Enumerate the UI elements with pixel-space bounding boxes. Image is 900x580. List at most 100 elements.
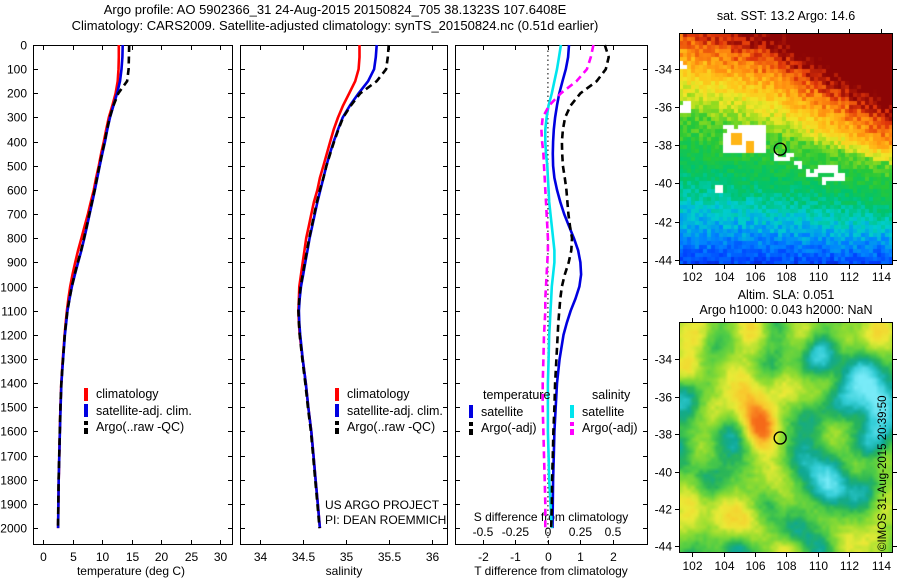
climatology-line-swatch <box>335 387 339 401</box>
legend-label: climatology <box>347 387 410 401</box>
depth-tick-label: 400 <box>7 136 27 150</box>
x-tick-label: 5 <box>70 550 77 564</box>
series-line-argo-raw-qc- <box>56 44 131 529</box>
map-lon-tick-label: 114 <box>872 270 891 284</box>
legend-label: satellite-adj. clim. <box>347 403 443 418</box>
map-frame <box>679 322 893 553</box>
x-tick-label: 1 <box>577 550 584 564</box>
difference-legend-salinity: salinity satellite Argo(-adj) <box>570 387 638 437</box>
map-lon-tick-label: 114 <box>872 559 891 573</box>
legend-item: satellite <box>469 404 550 421</box>
depth-tick-label: 1200 <box>0 329 27 343</box>
climatology-line-swatch <box>84 387 88 401</box>
x-tick-label: 20 <box>155 550 169 564</box>
legend-item: Argo(..raw -QC) <box>84 419 192 436</box>
map-lat-tick-label: -42 <box>655 503 673 517</box>
x-tick-label: 15 <box>126 550 140 564</box>
x-tick-label: 34 <box>254 550 268 564</box>
legend-label: satellite <box>481 404 524 419</box>
depth-tick-label: 300 <box>7 111 27 125</box>
satellite-t-swatch <box>469 405 473 419</box>
map-lat-tick-label: -34 <box>655 353 673 367</box>
sla-map-title-line2: Argo h1000: 0.043 h2000: NaN <box>699 303 872 317</box>
legend-label: Argo(..raw -QC) <box>347 420 436 434</box>
map-lat-tick-label: -44 <box>655 540 673 554</box>
depth-tick-label: 1100 <box>1 305 27 319</box>
legend-item: climatology <box>84 386 192 403</box>
map-lon-tick-label: 112 <box>840 270 859 284</box>
map-lon-tick-label: 102 <box>682 270 702 284</box>
satellite-adj-line-swatch <box>335 404 339 418</box>
legend-item: satellite-adj. clim. <box>335 403 443 420</box>
legend-item: satellite <box>570 404 638 421</box>
series-line-argo-t-diff-adj- <box>549 44 611 529</box>
sst-map-title: sat. SST: 13.2 Argo: 14.6 <box>717 9 855 23</box>
map-lat-tick-label: -36 <box>655 101 673 115</box>
plot-frame <box>33 45 233 545</box>
depth-tick-label: 1900 <box>0 498 27 512</box>
s-tick-label: 0.5 <box>605 525 622 539</box>
map-lon-tick-label: 102 <box>682 559 702 573</box>
legend-item: Argo(-adj) <box>570 420 638 437</box>
map-lat-tick-label: -42 <box>655 216 673 230</box>
depth-tick-label: 1300 <box>0 353 27 367</box>
depth-tick-label: 1400 <box>0 377 27 391</box>
map-lat-tick-label: -38 <box>655 428 673 442</box>
legend-item: satellite-adj. clim. <box>84 403 192 420</box>
map-lon-tick-label: 106 <box>745 270 765 284</box>
map-lat-tick-label: -40 <box>655 177 673 191</box>
depth-tick-label: 100 <box>7 63 27 77</box>
depth-tick-label: 1600 <box>0 425 27 439</box>
depth-tick-label: 600 <box>7 184 27 198</box>
salinity-xlabel: salinity <box>326 564 363 578</box>
legend-item: climatology <box>335 386 443 403</box>
map-lat-tick-label: -34 <box>655 63 673 77</box>
x-tick-label: 10 <box>96 550 110 564</box>
depth-tick-label: 2000 <box>0 522 27 536</box>
series-line-satellite-t-diff <box>551 44 583 529</box>
legend-label: satellite <box>582 404 625 419</box>
figure-title-line2: Climatology: CARS2009. Satellite-adjuste… <box>72 18 599 33</box>
map-lon-tick-label: 106 <box>745 559 765 573</box>
x-tick-label: 25 <box>185 550 199 564</box>
x-tick-label: -1 <box>510 550 521 564</box>
map-lat-tick-label: -44 <box>655 254 673 268</box>
x-tick-label: 34.5 <box>292 550 316 564</box>
series-line-climatology <box>297 45 361 529</box>
map-lon-tick-label: 108 <box>776 559 796 573</box>
map-lon-tick-label: 108 <box>776 270 796 284</box>
depth-tick-label: 1800 <box>0 474 27 488</box>
map-lat-tick-label: -38 <box>655 139 673 153</box>
argo-t-swatch <box>469 421 473 435</box>
depth-tick-label: 1500 <box>0 401 27 415</box>
depth-tick-label: 700 <box>7 208 27 222</box>
argo-line-swatch <box>84 420 88 434</box>
legend-label: Argo(-adj) <box>481 421 537 435</box>
depth-tick-label: 0 <box>20 39 27 53</box>
argo-float-marker <box>773 142 787 156</box>
series-line-argo-s-diff-adj- <box>540 44 595 529</box>
x-tick-label: 2 <box>610 550 617 564</box>
plot-frame <box>455 45 648 545</box>
depth-tick-label: 500 <box>7 160 27 174</box>
imos-watermark: ©IMOS 31-Aug-2015 20:39:50 <box>877 395 889 551</box>
x-tick-label: 36 <box>426 550 440 564</box>
series-line-satellite-adj-clim- <box>297 44 378 529</box>
legend-item: Argo(..raw -QC) <box>335 419 443 436</box>
argo-s-swatch <box>570 421 574 435</box>
x-tick-label: 30 <box>214 550 228 564</box>
t-difference-xlabel: T difference from climatology <box>474 564 628 578</box>
map-lon-tick-label: 112 <box>840 559 859 573</box>
depth-tick-label: 900 <box>7 256 27 270</box>
map-frame <box>679 33 893 265</box>
s-tick-label: 0 <box>545 525 552 539</box>
legend-label: Argo(-adj) <box>582 421 638 435</box>
series-line-satellite-adj-clim- <box>56 44 124 529</box>
argo-line-swatch <box>335 420 339 434</box>
temperature-xlabel: temperature (deg C) <box>77 564 185 578</box>
legend-label: satellite-adj. clim. <box>96 403 192 418</box>
s-tick-label: 0.25 <box>569 525 593 539</box>
salinity-legend: climatology satellite-adj. clim. Argo(..… <box>335 386 443 436</box>
annotation-us-argo-project: US ARGO PROJECT <box>325 498 440 512</box>
